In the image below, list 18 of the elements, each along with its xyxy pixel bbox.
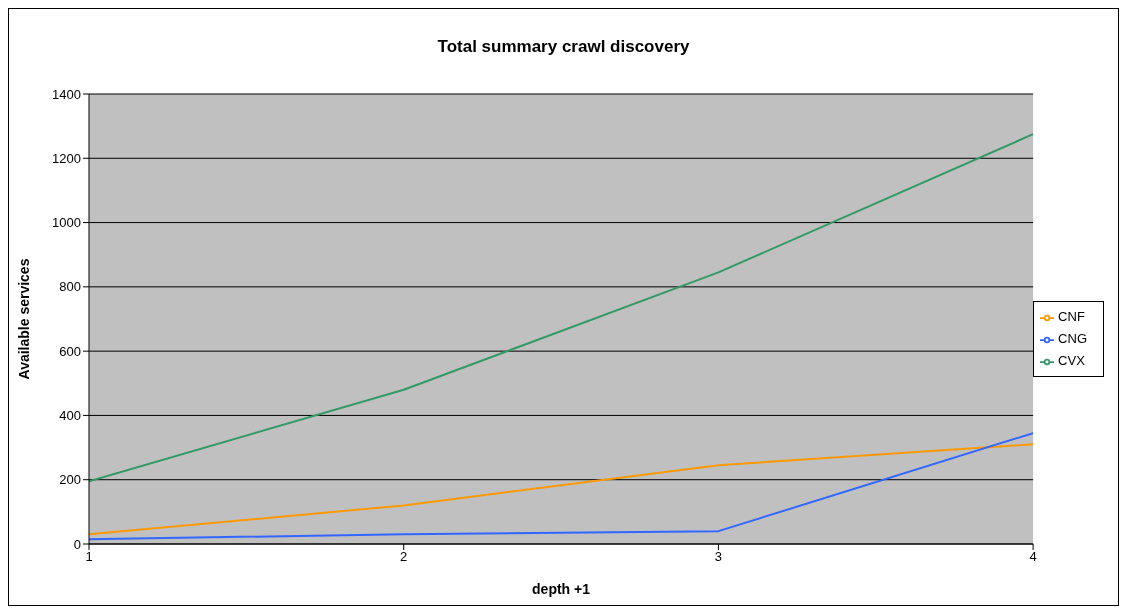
x-axis-title: depth +1 [532, 581, 591, 597]
legend-label: CVX [1058, 353, 1085, 368]
y-tick-label: 800 [59, 279, 81, 295]
y-tick-label: 200 [59, 472, 81, 488]
x-tick-label: 2 [400, 549, 408, 565]
x-tick-label: 1 [85, 549, 93, 565]
chart-title: Total summary crawl discovery [436, 37, 691, 57]
x-tick-label: 4 [1029, 549, 1037, 565]
y-tick-label: 1000 [52, 215, 81, 231]
y-tick-label: 0 [73, 536, 81, 552]
y-tick-label: 400 [59, 408, 81, 424]
y-axis-title: Available services [15, 258, 32, 380]
x-tick-label: 3 [714, 549, 723, 565]
y-tick-label: 600 [59, 343, 81, 359]
legend-label: CNF [1058, 309, 1085, 324]
legend-label: CNG [1058, 331, 1087, 346]
y-tick-label: 1200 [52, 150, 81, 166]
y-tick-label: 1400 [52, 86, 81, 102]
